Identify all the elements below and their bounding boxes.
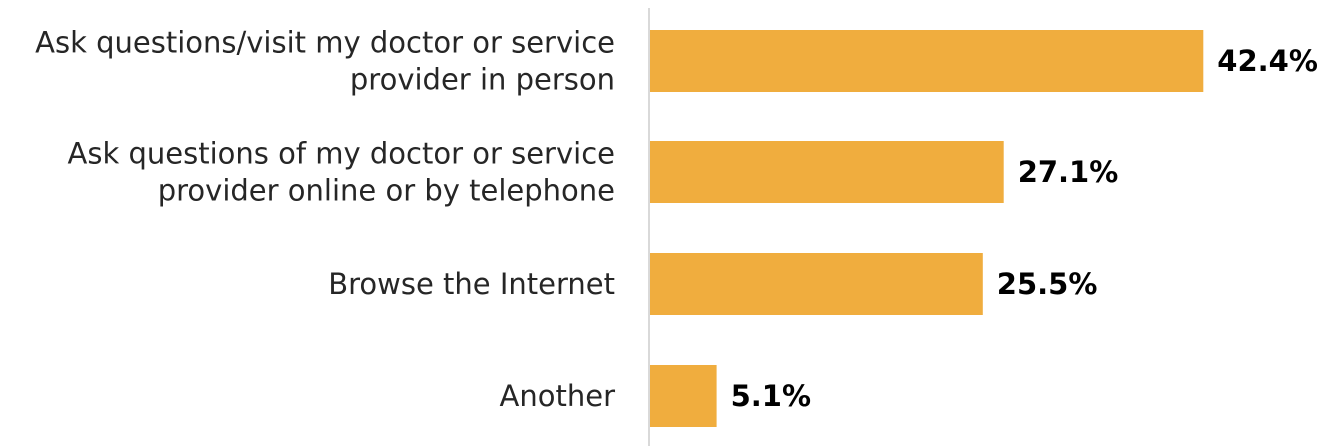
category-label-0-line-1: provider in person bbox=[350, 63, 615, 97]
category-label-3: Another bbox=[500, 379, 616, 413]
value-label-0: 42.4% bbox=[1217, 44, 1318, 78]
bar-1 bbox=[650, 141, 1004, 203]
category-label-1: Ask questions of my doctor or service pro… bbox=[68, 137, 616, 208]
value-labels: 42.4% 27.1% 25.5% 5.1% bbox=[731, 44, 1318, 413]
bar-3 bbox=[650, 365, 717, 427]
category-label-1-line-0: Ask questions of my doctor or service bbox=[68, 137, 616, 171]
category-label-3-line-0: Another bbox=[500, 379, 616, 413]
category-labels: Ask questions/visit my doctor or service… bbox=[35, 26, 615, 414]
bars bbox=[650, 30, 1204, 427]
value-label-3: 5.1% bbox=[731, 379, 811, 413]
category-label-2-line-0: Browse the Internet bbox=[328, 267, 615, 301]
bar-2 bbox=[650, 253, 983, 315]
category-label-2: Browse the Internet bbox=[328, 267, 615, 301]
value-label-1: 27.1% bbox=[1018, 155, 1119, 189]
category-label-0: Ask questions/visit my doctor or service… bbox=[35, 26, 615, 97]
category-label-1-line-1: provider online or by telephone bbox=[158, 174, 615, 208]
value-label-2: 25.5% bbox=[997, 267, 1098, 301]
bar-0 bbox=[650, 30, 1204, 92]
category-label-0-line-0: Ask questions/visit my doctor or service bbox=[35, 26, 615, 60]
